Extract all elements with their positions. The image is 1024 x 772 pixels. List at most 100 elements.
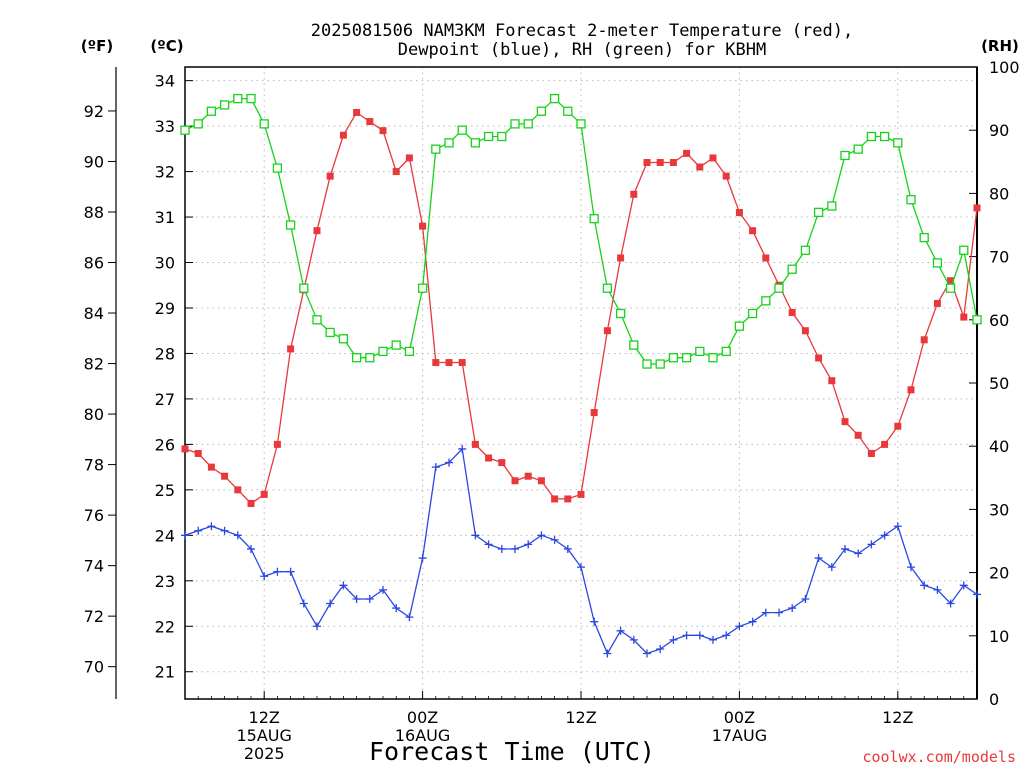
- point-rh: [536, 106, 547, 116]
- point-rh: [180, 125, 190, 135]
- point-rh: [193, 119, 203, 129]
- chart-title-line-2: Dewpoint (blue), RH (green) for KBHM: [398, 40, 766, 60]
- point-rh: [431, 144, 441, 154]
- point-dewpoint: [511, 544, 519, 553]
- point-temperature: [669, 158, 677, 166]
- point-dewpoint: [827, 563, 836, 572]
- point-dewpoint: [484, 540, 493, 549]
- point-dewpoint: [577, 563, 585, 572]
- point-temperature: [537, 477, 545, 485]
- point-rh: [576, 119, 586, 129]
- point-temperature: [920, 336, 928, 344]
- point-dewpoint: [247, 544, 255, 553]
- point-dewpoint: [590, 617, 599, 626]
- point-dewpoint: [273, 567, 282, 576]
- point-rh: [655, 359, 665, 369]
- x-tick-label: 12Z: [882, 708, 913, 727]
- point-temperature: [735, 208, 743, 216]
- point-temperature: [432, 359, 440, 367]
- point-temperature: [577, 490, 585, 498]
- point-temperature: [894, 422, 902, 430]
- point-temperature: [617, 254, 625, 262]
- celsius-tick-label: 30: [155, 254, 175, 273]
- point-dewpoint: [524, 540, 533, 549]
- point-rh: [259, 119, 269, 129]
- point-temperature: [260, 490, 268, 498]
- point-rh: [417, 283, 428, 293]
- point-dewpoint: [418, 554, 427, 563]
- point-dewpoint: [445, 458, 453, 467]
- point-temperature: [326, 172, 334, 180]
- x-tick-label: 12Z: [249, 708, 280, 727]
- point-dewpoint: [299, 599, 308, 608]
- point-dewpoint: [220, 526, 229, 535]
- point-rh: [734, 321, 745, 331]
- point-rh: [813, 207, 824, 218]
- point-rh: [853, 144, 863, 154]
- point-dewpoint: [748, 617, 757, 626]
- series-layer: [180, 93, 982, 658]
- point-rh: [761, 296, 771, 306]
- axes: 21 22 23 24 25 26 27 28 29 30 31 32 33 34 70 72 74 76 78 80…: [84, 58, 1020, 763]
- point-dewpoint: [458, 444, 467, 453]
- point-dewpoint: [814, 554, 823, 563]
- x-tick-label: 2025: [244, 744, 285, 763]
- point-rh: [668, 353, 679, 363]
- point-temperature: [643, 158, 651, 166]
- celsius-tick-label: 27: [155, 390, 175, 409]
- x-tick-label: 16AUG: [395, 726, 450, 745]
- point-dewpoint: [233, 531, 242, 540]
- point-rh: [774, 283, 784, 293]
- celsius-tick-label: 31: [155, 208, 175, 227]
- rh-tick-label: 20: [989, 564, 1009, 583]
- point-dewpoint: [497, 544, 506, 553]
- point-rh: [681, 353, 692, 363]
- point-dewpoint: [392, 604, 401, 613]
- point-dewpoint: [735, 622, 744, 631]
- point-dewpoint: [761, 608, 770, 617]
- point-dewpoint: [643, 649, 651, 658]
- point-temperature: [339, 131, 347, 139]
- line-rh: [184, 97, 978, 365]
- point-dewpoint: [775, 608, 783, 617]
- point-dewpoint: [537, 531, 546, 540]
- rh-tick-label: 100: [989, 58, 1020, 77]
- point-dewpoint: [788, 604, 797, 613]
- x-tick-label: 00Z: [407, 708, 438, 727]
- point-temperature: [419, 222, 427, 230]
- point-dewpoint: [959, 581, 968, 590]
- celsius-tick-label: 24: [155, 526, 175, 545]
- point-dewpoint: [920, 581, 929, 590]
- point-temperature: [485, 454, 493, 462]
- point-temperature: [524, 472, 532, 480]
- x-tick-label: 17AUG: [712, 726, 767, 745]
- fahrenheit-tick-label: 80: [84, 405, 104, 424]
- rh-tick-label: 70: [989, 248, 1009, 267]
- point-dewpoint: [880, 531, 889, 540]
- celsius-tick-label: 28: [155, 344, 175, 363]
- point-rh: [391, 340, 401, 350]
- point-rh: [457, 125, 467, 135]
- point-dewpoint: [854, 549, 863, 558]
- point-rh: [589, 214, 599, 224]
- point-dewpoint: [656, 644, 665, 653]
- rh-tick-label: 90: [989, 121, 1009, 140]
- point-temperature: [841, 418, 849, 426]
- point-temperature: [630, 190, 638, 198]
- point-rh: [483, 131, 494, 142]
- point-rh: [312, 315, 322, 325]
- celsius-tick-label: 23: [155, 572, 175, 591]
- point-dewpoint: [709, 635, 717, 644]
- point-temperature: [696, 163, 704, 171]
- point-temperature: [762, 254, 770, 262]
- point-rh: [866, 131, 877, 142]
- point-temperature: [815, 354, 823, 362]
- point-temperature: [722, 172, 730, 180]
- point-temperature: [392, 168, 400, 176]
- fahrenheit-tick-label: 84: [84, 304, 104, 323]
- point-temperature: [471, 440, 479, 448]
- point-rh: [444, 138, 454, 148]
- point-temperature: [907, 386, 915, 394]
